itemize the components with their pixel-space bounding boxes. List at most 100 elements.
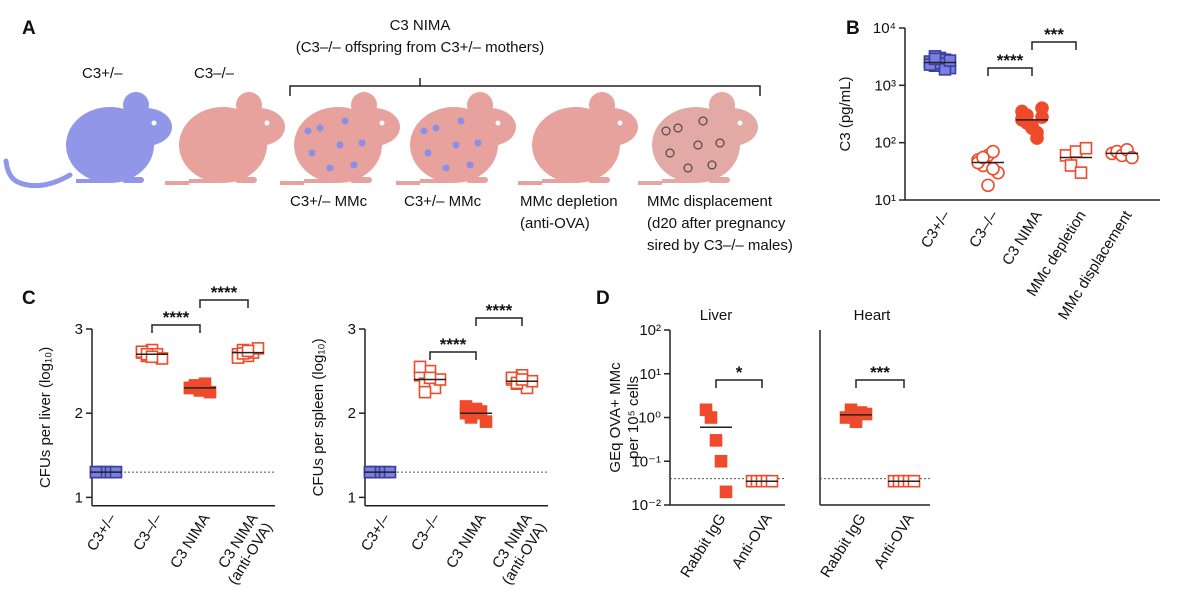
mouse-foot — [542, 179, 572, 183]
caption: (anti-OVA) — [520, 215, 590, 232]
significance-label: **** — [486, 301, 513, 320]
x-tick-label: C3–/– — [130, 510, 166, 554]
mouse-ear — [589, 92, 615, 118]
x-tick-label: C3 NIMA(anti-OVA) — [215, 511, 276, 588]
data-point — [719, 485, 733, 499]
y-axis-label: C3 (pg/mL) — [837, 76, 854, 151]
data-point — [981, 178, 995, 193]
mouse-ear — [236, 92, 262, 118]
y-tick-label: 10³ — [874, 77, 896, 94]
significance-bracket — [475, 317, 523, 326]
y-label-line: per 10⁵ cells — [625, 376, 642, 459]
mouse-foot — [304, 179, 334, 183]
data-point — [193, 383, 207, 396]
mmc-dot — [358, 139, 366, 147]
significance-bracket — [199, 299, 249, 308]
y-label-line: CFUs per liver (log₁₀) — [37, 347, 54, 488]
significance-label: * — [736, 363, 743, 382]
x-label-line: Rabbit IgG — [817, 511, 869, 581]
mouse — [396, 92, 516, 185]
x-tick-label: C3–/– — [966, 207, 1002, 251]
mouse-foot — [662, 179, 692, 183]
x-label-line: C3 NIMA — [443, 511, 490, 572]
x-label-line: C3 NIMA — [167, 511, 214, 572]
y-tick-label: 10⁻¹ — [631, 453, 661, 470]
data-point — [943, 54, 957, 67]
data-point — [479, 415, 493, 428]
mouse-ear — [467, 92, 493, 118]
mouse-foot — [235, 177, 257, 183]
x-tick-label: C3 NIMA — [167, 511, 214, 572]
mouse-foot — [350, 177, 372, 183]
mouse-eye — [737, 120, 743, 126]
data-point — [859, 407, 873, 421]
mmc-dot — [326, 164, 334, 172]
significance-label: **** — [163, 308, 190, 327]
significance-bracket — [987, 67, 1033, 76]
mmc-ring — [693, 140, 703, 150]
significance-bracket — [429, 351, 477, 360]
mmc-dot — [350, 161, 358, 169]
group-title: C3 NIMA — [390, 17, 451, 34]
mouse-label: C3–/– — [194, 65, 235, 82]
mouse-eye — [151, 120, 157, 126]
mouse-foot — [466, 177, 488, 183]
mmc-dot — [442, 164, 450, 172]
mouse-ear — [123, 92, 149, 118]
x-label-line: Anti-OVA — [729, 511, 776, 572]
y-tick-label: 10¹ — [639, 366, 661, 383]
y-tick-label: 10² — [874, 135, 896, 152]
mouse-foot — [420, 179, 450, 183]
mouse — [280, 92, 400, 185]
caption: MMc displacement — [647, 193, 773, 210]
mouse-eye — [264, 120, 270, 126]
x-label-line: Anti-OVA — [871, 511, 918, 572]
panel-label: A — [22, 18, 36, 39]
x-tick-label: C3 NIMA(anti-OVA) — [489, 511, 550, 588]
group-bracket — [289, 78, 761, 96]
data-point — [928, 52, 942, 66]
data-point — [1030, 131, 1044, 145]
mouse — [165, 92, 285, 185]
mouse — [638, 92, 758, 185]
y-tick-label: 1 — [348, 489, 356, 506]
x-tick-label: C3–/– — [408, 510, 444, 554]
mmc-ring — [673, 123, 683, 133]
mmc-dot — [457, 117, 465, 125]
mmc-dot — [341, 117, 349, 125]
y-tick-label: 2 — [348, 405, 356, 422]
y-label-line: GEq OVA+ MMc — [607, 362, 624, 473]
x-label-line: C3–/– — [966, 207, 1002, 251]
mouse-foot — [588, 177, 610, 183]
mmc-ring — [698, 116, 708, 126]
mouse-eye — [379, 120, 385, 126]
data-point — [986, 144, 1000, 159]
y-tick-label: 2 — [75, 405, 83, 422]
data-point — [1125, 150, 1139, 165]
x-tick-label: C3 NIMA — [999, 208, 1046, 269]
caption: MMc depletion — [520, 193, 618, 210]
panel-label: C — [22, 288, 36, 309]
mouse-foot — [708, 177, 730, 183]
data-point — [1079, 141, 1093, 155]
caption: C3+/– MMc — [404, 193, 482, 210]
data-point — [418, 385, 432, 399]
mouse-eye — [617, 120, 623, 126]
mmc-dot — [432, 124, 440, 132]
y-axis-label: CFUs per liver (log₁₀) — [37, 347, 54, 488]
x-tick-label: Rabbit IgG — [817, 511, 869, 581]
mouse-foot — [122, 177, 144, 183]
data-point — [1015, 112, 1029, 126]
group-subtitle: (C3–/– offspring from C3+/– mothers) — [296, 39, 545, 56]
significance-bracket — [151, 324, 201, 333]
significance-bracket — [715, 379, 763, 388]
y-tick-label: 10⁴ — [873, 20, 896, 37]
mouse-eye — [495, 120, 501, 126]
y-tick-label: 3 — [75, 321, 83, 338]
data-point — [1064, 159, 1078, 172]
significance-bracket — [855, 379, 905, 388]
x-tick-label: C3+/– — [918, 207, 954, 251]
chart-title: Liver — [700, 307, 733, 324]
mmc-dot — [336, 141, 344, 149]
